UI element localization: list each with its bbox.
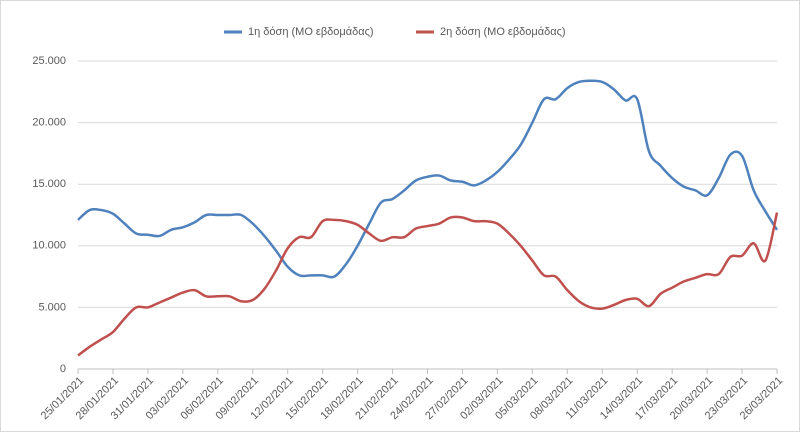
y-tick-label: 10.000 (32, 240, 66, 252)
y-tick-label: 5.000 (38, 301, 66, 313)
y-tick-label: 0 (60, 363, 66, 375)
legend-label: 2η δόση (ΜΟ εβδομάδας) (440, 26, 566, 38)
y-tick-label: 25.000 (32, 55, 66, 67)
series-line (77, 212, 779, 357)
y-tick-label: 15.000 (32, 178, 66, 190)
y-tick-label: 20.000 (32, 117, 66, 129)
legend-label: 1η δόση (ΜΟ εβδομάδας) (248, 26, 374, 38)
series-line (77, 79, 779, 279)
